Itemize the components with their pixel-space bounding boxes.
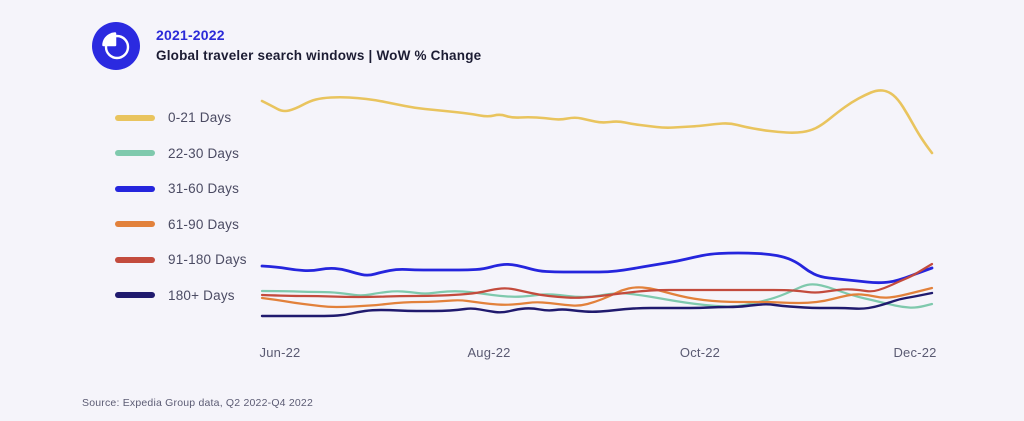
chart-subtitle: Global traveler search windows | WoW % C… <box>156 48 482 63</box>
series-line-0-21-days <box>260 89 934 155</box>
chart-legend: 0-21 Days 22-30 Days 31-60 Days 61-90 Days 9… <box>115 107 247 306</box>
x-tick-aug-22: Aug-22 <box>467 345 511 360</box>
legend-label-31-60-days: 31-60 Days <box>168 181 240 196</box>
series-line-180-days <box>260 291 934 318</box>
x-tick-jun-22: Jun-22 <box>259 345 301 360</box>
legend-label-0-21-days: 0-21 Days <box>168 110 232 125</box>
series-line-61-90-days <box>260 286 934 309</box>
legend-label-180-days: 180+ Days <box>168 287 235 303</box>
legend-swatch-31-60-days <box>115 185 155 192</box>
series-line-31-60-days <box>260 251 934 285</box>
chart-header-text: 2021-2022 Global traveler search windows… <box>156 22 481 63</box>
x-axis: Jun-22 Aug-22 Oct-22 Dec-22 <box>0 345 1024 365</box>
legend-swatch-61-90-days <box>115 221 155 227</box>
legend-item-0-21-days: 0-21 Days <box>115 107 247 128</box>
chart-header: 2021-2022 Global traveler search windows… <box>92 22 481 70</box>
chart-title: 2021-2022 <box>156 27 225 43</box>
legend-swatch-180-days <box>115 292 155 298</box>
legend-item-22-30-days: 22-30 Days <box>115 143 247 164</box>
legend-swatch-91-180-days <box>115 256 155 263</box>
source-note: Source: Expedia Group data, Q2 2022-Q4 2… <box>82 397 313 409</box>
legend-label-91-180-days: 91-180 Days <box>168 252 247 267</box>
legend-label-61-90-days: 61-90 Days <box>168 216 240 232</box>
x-tick-oct-22: Oct-22 <box>679 345 721 360</box>
legend-item-31-60-days: 31-60 Days <box>115 178 247 199</box>
x-tick-dec-22: Dec-22 <box>893 345 937 360</box>
legend-swatch-0-21-days <box>115 114 155 121</box>
legend-item-61-90-days: 61-90 Days <box>115 214 247 235</box>
legend-item-91-180-days: 91-180 Days <box>115 249 247 270</box>
legend-swatch-22-30-days <box>115 150 155 156</box>
pie-chart-icon-glyph <box>92 22 140 70</box>
legend-label-22-30-days: 22-30 Days <box>168 145 240 161</box>
pie-chart-icon <box>92 22 140 70</box>
series-line-91-180-days <box>260 262 934 299</box>
legend-item-180-days: 180+ Days <box>115 285 247 306</box>
